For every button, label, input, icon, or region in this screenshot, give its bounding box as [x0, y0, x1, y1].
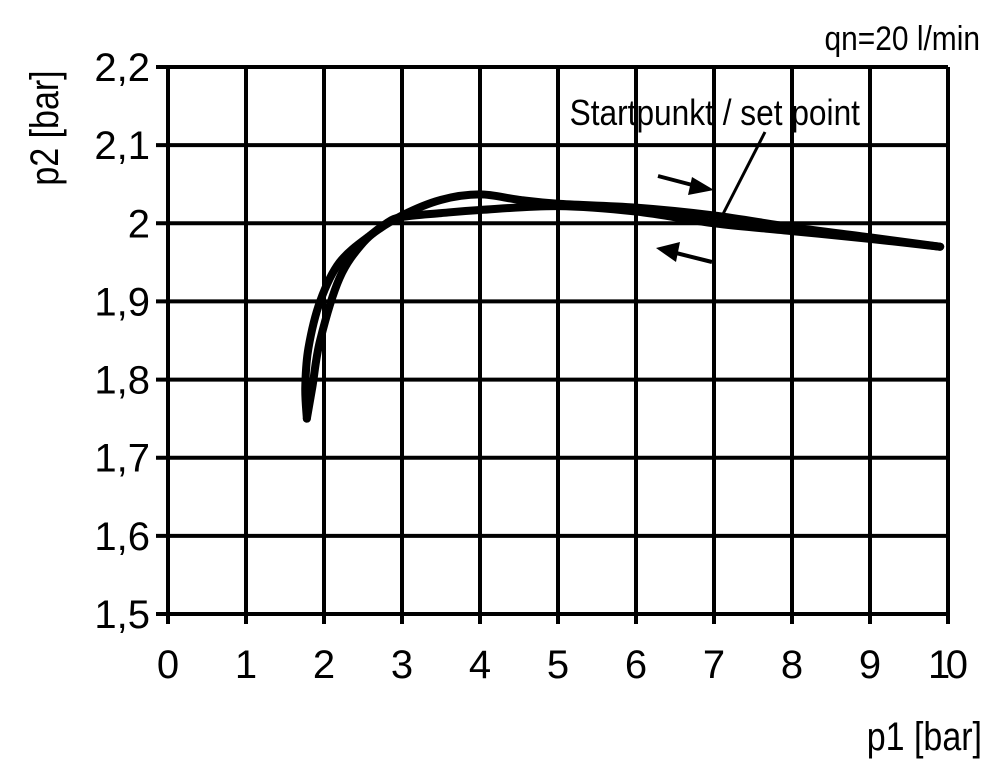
y-tick-label: 1,7	[94, 437, 150, 481]
x-tick-label: 2	[313, 643, 335, 687]
y-tick-label: 1,6	[94, 515, 150, 559]
x-tick-label: 10	[928, 643, 968, 687]
x-tick-label: 7	[703, 643, 725, 687]
series-line-2	[301, 190, 945, 423]
x-tick-label: 8	[781, 643, 803, 687]
setpoint-label: Startpunkt / set point	[570, 93, 861, 133]
x-tick-label: 9	[859, 643, 881, 687]
y-tick-label: 2,1	[94, 124, 150, 168]
x-axis-label: p1 [bar]	[867, 713, 982, 758]
arrow-left-icon	[656, 242, 713, 264]
y-tick-label: 1,8	[94, 359, 150, 403]
tick-labels: 0 1 2 3 4 5 6 7 8 9 10 1,5 1,6 1,7 1,8 1,9 2 2,1 2,2	[94, 46, 968, 687]
y-axis-label: p2 [bar]	[21, 70, 66, 185]
grid	[156, 65, 950, 624]
arrow-right-icon	[657, 174, 714, 195]
x-tick-label: 1	[235, 643, 257, 687]
y-tick-label: 1,5	[94, 593, 150, 637]
series-group	[301, 190, 945, 423]
y-tick-label: 1,9	[94, 280, 150, 324]
series-line-1	[302, 202, 945, 423]
x-tick-label: 0	[157, 643, 179, 687]
setpoint-leader-line	[720, 131, 767, 217]
y-tick-label: 2	[128, 202, 150, 246]
x-tick-label: 5	[547, 643, 569, 687]
y-tick-label: 2,2	[94, 46, 150, 90]
x-tick-label: 3	[391, 643, 413, 687]
chart-annotation-flow: qn=20 l/min	[825, 19, 980, 57]
x-tick-label: 4	[469, 643, 491, 687]
x-tick-label: 6	[625, 643, 647, 687]
